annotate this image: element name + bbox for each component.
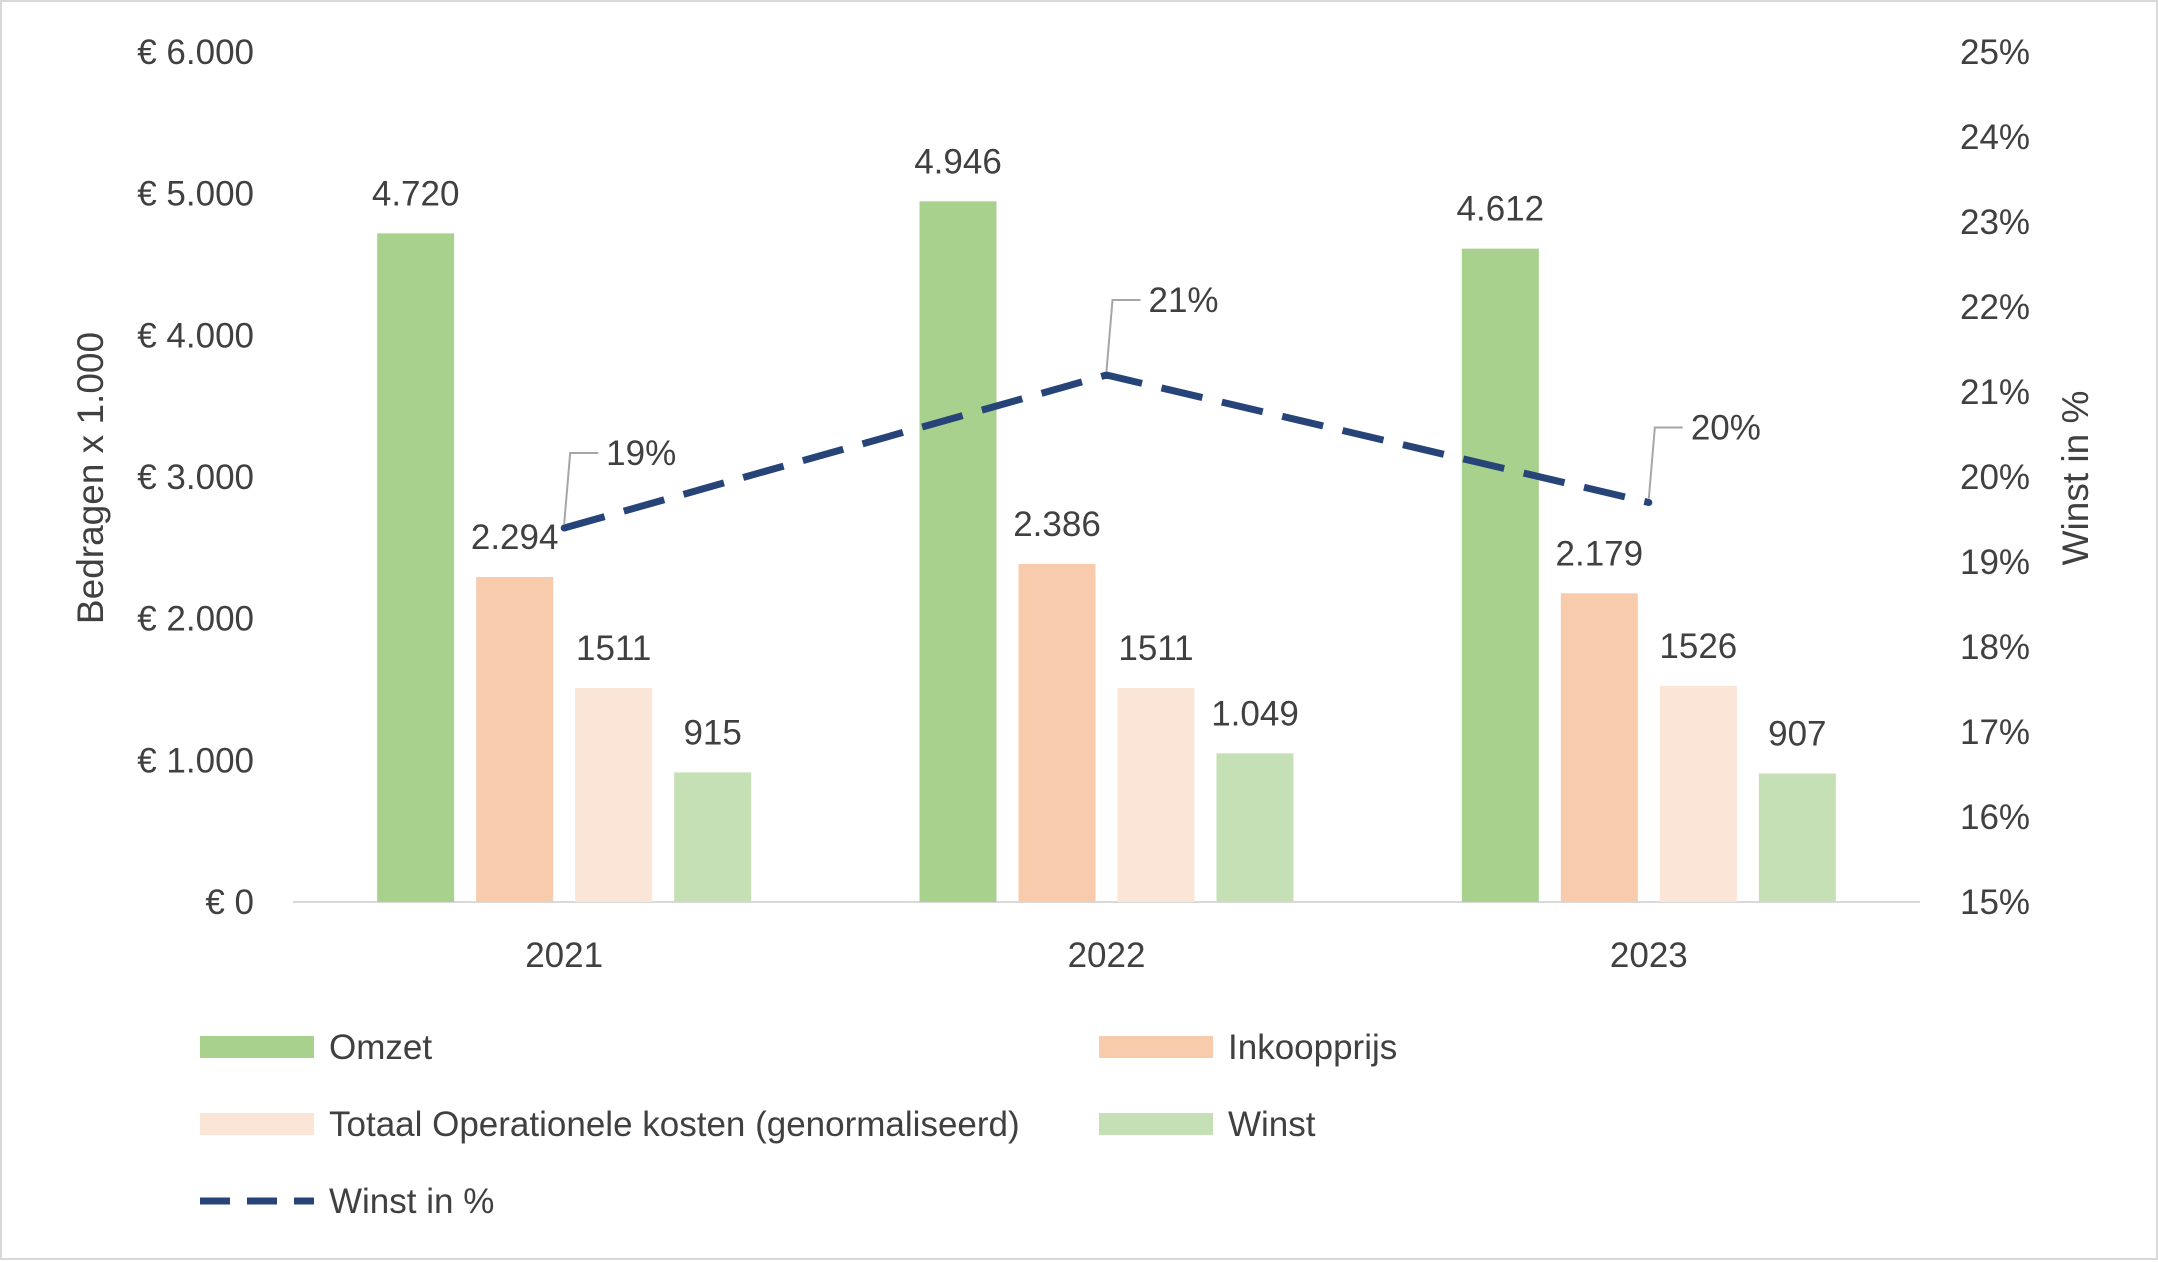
y2-tick-label: 23% — [1960, 203, 2030, 242]
label-leader-line — [1105, 299, 1141, 372]
bar-value-label: 1.049 — [1211, 694, 1299, 733]
bar-value-label: 915 — [683, 713, 741, 752]
y2-tick-label: 17% — [1960, 713, 2030, 752]
legend-swatch — [200, 1036, 314, 1058]
line-value-label: 20% — [1691, 409, 1761, 448]
line-value-label: 21% — [1149, 281, 1219, 320]
y-tick-label: € 4.000 — [137, 316, 254, 355]
bar-winst — [1216, 753, 1294, 902]
line-point — [560, 524, 568, 532]
y2-axis-ticks: 15% 16% 17% 18% 19% 20% 21% 22% 23% 24% 25% — [1960, 33, 2030, 922]
y2-axis-title: Winst in % — [2055, 391, 2096, 566]
y2-tick-label: 24% — [1960, 118, 2030, 157]
bar-inkoopprijs — [1560, 593, 1638, 902]
label-leader-line — [1647, 426, 1683, 499]
legend-label: Inkoopprijs — [1228, 1028, 1397, 1067]
label-leader-line — [563, 452, 599, 525]
y2-tick-label: 22% — [1960, 288, 2030, 327]
y-tick-label: € 2.000 — [137, 600, 254, 639]
y2-tick-label: 25% — [1960, 33, 2030, 72]
bar-value-label: 2.386 — [1013, 505, 1101, 544]
y-tick-label: € 5.000 — [137, 175, 254, 214]
legend-label: Omzet — [329, 1028, 432, 1067]
y2-tick-label: 20% — [1960, 458, 2030, 497]
x-axis-ticks: 2021 2022 2023 — [525, 936, 1688, 975]
line-point — [1645, 499, 1653, 506]
legend-swatch — [1099, 1036, 1213, 1058]
line-point — [1103, 371, 1110, 379]
bar-totaal — [1117, 687, 1195, 902]
line-value-label: 19% — [606, 434, 676, 473]
bar-value-label: 2.294 — [471, 518, 559, 557]
legend-label: Totaal Operationele kosten (genormalisee… — [329, 1105, 1020, 1144]
bar-winst — [1758, 773, 1836, 902]
bar-omzet — [1461, 248, 1539, 903]
y2-tick-label: 18% — [1960, 628, 2030, 667]
y-tick-label: € 1.000 — [137, 741, 254, 780]
bar-value-label: 1526 — [1659, 627, 1737, 666]
y2-tick-label: 21% — [1960, 373, 2030, 412]
winst-percentage-line: 19% 21% 20% — [560, 281, 1761, 532]
y2-tick-label: 15% — [1960, 883, 2030, 922]
y-axis-title: Bedragen x 1.000 — [70, 332, 111, 624]
bar-winst — [674, 772, 752, 902]
y2-tick-label: 16% — [1960, 798, 2030, 837]
x-tick-label: 2023 — [1610, 936, 1688, 975]
x-tick-label: 2021 — [525, 936, 603, 975]
bar-value-label: 2.179 — [1556, 534, 1644, 573]
bar-omzet — [377, 233, 455, 903]
y-axis-ticks: € 0 € 1.000 € 2.000 € 3.000 € 4.000 € 5.000 € … — [137, 33, 254, 922]
legend-swatch — [200, 1113, 314, 1135]
y-tick-label: € 6.000 — [137, 33, 254, 72]
bar-inkoopprijs — [476, 577, 554, 902]
bar-value-label: 4.720 — [372, 174, 460, 213]
bar-value-label: 907 — [1768, 715, 1826, 754]
bar-data-labels: 4.720 2.294 1511 915 4.946 2.386 1511 1.049 4.61… — [372, 142, 1827, 753]
legend: Omzet Inkoopprijs Totaal Operationele kost… — [200, 1028, 1397, 1221]
bar-omzet — [919, 201, 997, 903]
bars — [377, 201, 1836, 903]
legend-label: Winst in % — [329, 1182, 494, 1221]
x-tick-label: 2022 — [1068, 936, 1146, 975]
y-tick-label: € 0 — [205, 883, 254, 922]
y2-tick-label: 19% — [1960, 543, 2030, 582]
y-tick-label: € 3.000 — [137, 458, 254, 497]
bar-totaal — [575, 687, 653, 902]
bar-value-label: 4.612 — [1457, 190, 1545, 229]
bar-value-label: 4.946 — [914, 142, 1002, 181]
bar-inkoopprijs — [1018, 563, 1096, 902]
bar-value-label: 1511 — [576, 629, 651, 668]
legend-swatch — [1099, 1113, 1213, 1135]
legend-label: Winst — [1228, 1105, 1316, 1144]
bar-totaal — [1659, 685, 1737, 902]
bar-value-label: 1511 — [1118, 629, 1193, 668]
